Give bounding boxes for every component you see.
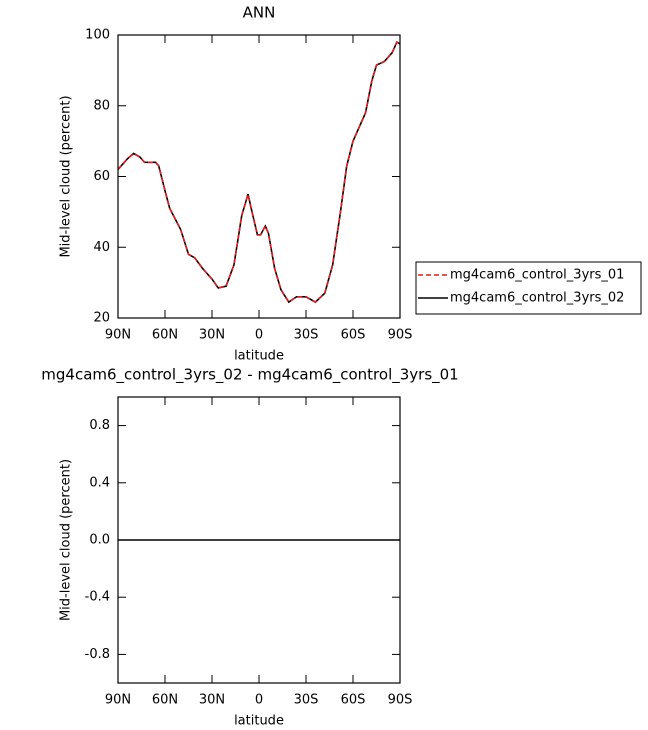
x-tick-label: 90S <box>388 328 413 343</box>
y-tick-label: 80 <box>93 98 110 113</box>
y-tick-label: 40 <box>93 240 110 255</box>
y-tick-label: 0.4 <box>89 475 110 490</box>
x-axis-label: latitude <box>234 349 284 364</box>
y-tick-label: -0.8 <box>85 647 110 662</box>
x-tick-label: 30N <box>199 328 225 343</box>
x-tick-label: 30S <box>294 693 319 708</box>
y-tick-label: 20 <box>93 311 110 326</box>
x-tick-label: 90S <box>388 693 413 708</box>
x-tick-label: 30S <box>294 328 319 343</box>
y-tick-label: 100 <box>85 28 110 43</box>
x-tick-label: 60N <box>152 328 178 343</box>
chart-title: mg4cam6_control_3yrs_02 - mg4cam6_contro… <box>41 366 458 385</box>
x-tick-label: 0 <box>255 328 263 343</box>
y-tick-label: -0.4 <box>85 590 110 605</box>
x-tick-label: 60S <box>341 693 366 708</box>
x-tick-label: 0 <box>255 693 263 708</box>
chart-title: ANN <box>243 4 276 22</box>
y-axis-label: Mid-level cloud (percent) <box>59 459 74 621</box>
x-tick-label: 30N <box>199 693 225 708</box>
data-line <box>117 40 401 304</box>
plot-frame <box>117 396 401 684</box>
legend-box <box>415 261 642 315</box>
x-axis-label: latitude <box>234 714 284 729</box>
x-tick-label: 90N <box>105 328 131 343</box>
x-tick-label: 90N <box>105 693 131 708</box>
legend-label: mg4cam6_control_3yrs_01 <box>450 268 624 283</box>
legend-label: mg4cam6_control_3yrs_02 <box>450 291 624 306</box>
y-axis-label: Mid-level cloud (percent) <box>59 95 74 257</box>
y-tick-label: 60 <box>93 169 110 184</box>
plot-frame <box>117 34 401 319</box>
y-tick-label: 0.0 <box>89 533 110 548</box>
x-tick-label: 60S <box>341 328 366 343</box>
y-tick-label: 0.8 <box>89 418 110 433</box>
x-tick-label: 60N <box>152 693 178 708</box>
